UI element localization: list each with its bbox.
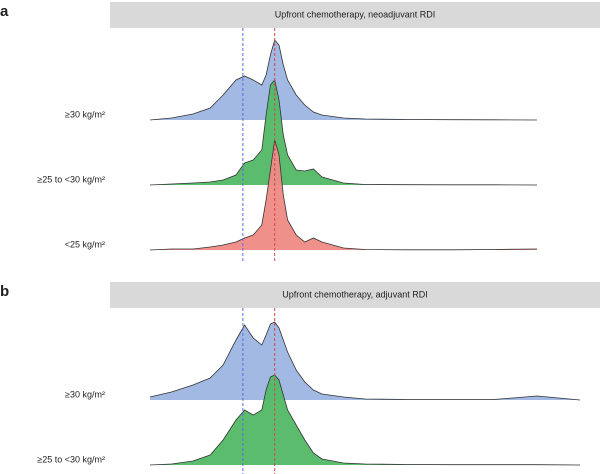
panel-label: b <box>0 283 9 300</box>
ridge-area <box>150 375 580 465</box>
ridge-line <box>149 374 581 466</box>
ridge-line <box>149 79 538 186</box>
ridge-area <box>150 40 537 120</box>
y-label: ≥30 kg/m² <box>65 389 105 399</box>
ridge-area <box>150 140 537 250</box>
ridge-area <box>150 80 537 185</box>
panel-label: a <box>0 3 9 20</box>
ridge-area <box>150 322 580 400</box>
ridge-line <box>149 39 538 121</box>
strip-title: Upfront chemotherapy, adjuvant RDI <box>282 289 427 299</box>
y-label: ≥25 to <30 kg/m² <box>37 454 105 464</box>
y-label: ≥30 kg/m² <box>65 109 105 119</box>
y-label: ≥25 to <30 kg/m² <box>37 174 105 184</box>
ridge-line <box>149 321 581 401</box>
y-label: <25 kg/m² <box>65 239 105 249</box>
ridge-line <box>149 139 538 251</box>
strip <box>110 2 600 28</box>
strip-title: Upfront chemotherapy, neoadjuvant RDI <box>275 9 435 19</box>
strip <box>110 282 600 308</box>
